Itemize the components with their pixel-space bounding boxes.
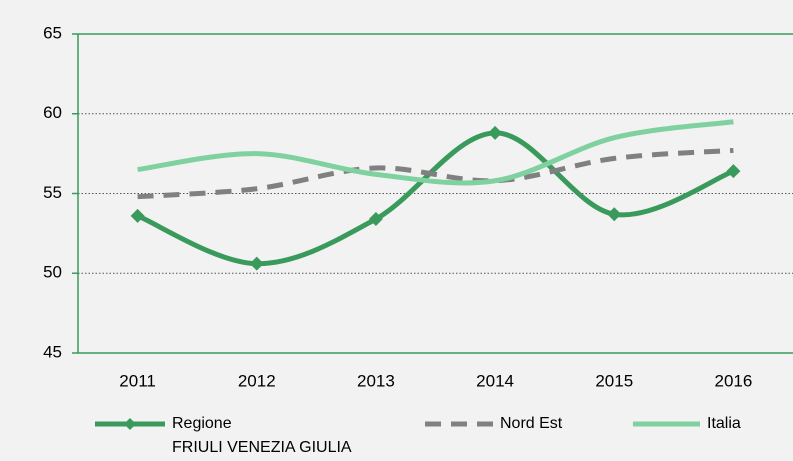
y-tick-label: 65 bbox=[43, 23, 62, 42]
x-tick-label: 2011 bbox=[119, 371, 156, 390]
y-tick-label: 55 bbox=[43, 183, 62, 202]
y-tick-label: 45 bbox=[43, 342, 62, 361]
y-tick-label: 50 bbox=[43, 263, 62, 282]
x-tick-label: 2016 bbox=[715, 371, 753, 390]
series-line bbox=[137, 147, 734, 200]
x-tick-label: 2015 bbox=[595, 371, 633, 390]
marker bbox=[249, 256, 264, 271]
marker bbox=[607, 207, 622, 222]
series-line bbox=[136, 130, 735, 267]
series-line bbox=[137, 119, 734, 186]
marker bbox=[726, 164, 741, 179]
x-tick-label: 2014 bbox=[476, 371, 514, 390]
x-tick-label: 2013 bbox=[357, 371, 395, 390]
legend-marker bbox=[124, 418, 136, 430]
legend-label: Nord Est bbox=[500, 415, 563, 432]
y-tick-label: 60 bbox=[43, 103, 62, 122]
legend-label: Italia bbox=[707, 415, 741, 432]
marker bbox=[130, 208, 145, 223]
x-tick-label: 2012 bbox=[238, 371, 276, 390]
legend-label: Regione FRIULI VENEZIA GIULIA bbox=[172, 415, 352, 456]
marker bbox=[368, 212, 383, 227]
marker bbox=[488, 125, 503, 140]
